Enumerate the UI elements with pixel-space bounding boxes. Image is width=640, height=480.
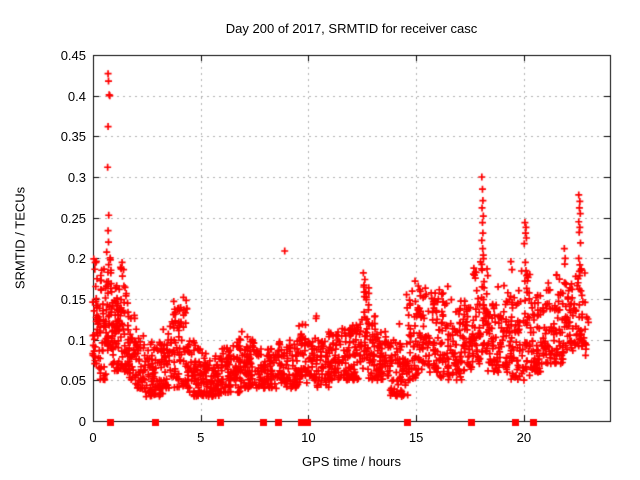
y-tick-label: 0.15 — [60, 292, 86, 307]
x-tick-label: 20 — [516, 430, 532, 445]
y-tick-label: 0.25 — [60, 210, 86, 226]
y-tick-label: 0.1 — [67, 332, 86, 348]
y-axis-label: SRMTID / TECUs — [12, 186, 28, 290]
y-tick-label: 0.3 — [67, 170, 86, 185]
chart-title: Day 200 of 2017, SRMTID for receiver cas… — [225, 21, 478, 36]
y-tick-label: 0.35 — [60, 129, 86, 145]
x-tick-label: 15 — [408, 430, 424, 445]
x-tick-label: 0 — [89, 430, 97, 445]
y-tick-label: 0.2 — [67, 251, 86, 267]
y-tick-label: 0.05 — [60, 373, 86, 389]
y-tick-label: 0 — [78, 414, 86, 429]
y-tick-label: 0.45 — [60, 48, 86, 63]
y-tick-label: 0.4 — [67, 88, 86, 104]
x-axis-label: GPS time / hours — [302, 454, 401, 469]
x-tick-label: 5 — [197, 430, 205, 445]
x-tick-label: 10 — [301, 430, 316, 445]
